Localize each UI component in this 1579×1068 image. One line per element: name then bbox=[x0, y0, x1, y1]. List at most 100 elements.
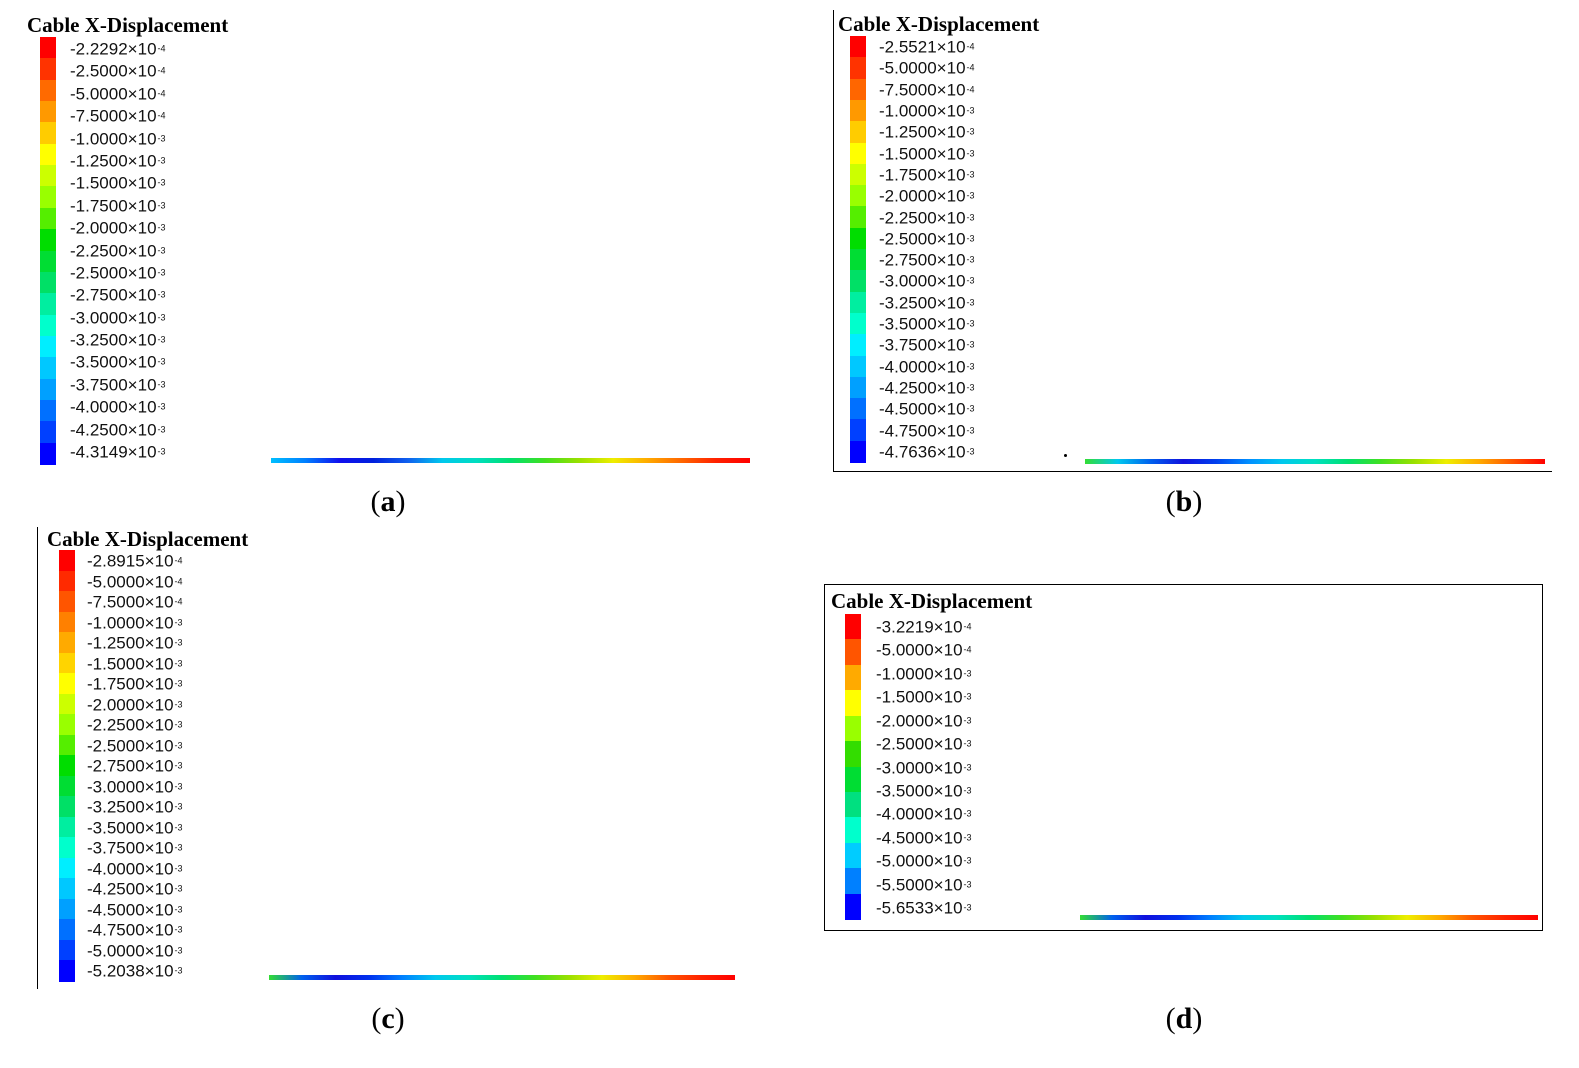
label-mantissa: -1.5000 bbox=[70, 173, 128, 193]
times-sign: × bbox=[933, 781, 944, 801]
colorbar-swatch bbox=[59, 714, 75, 736]
label-base: 10 bbox=[137, 173, 157, 193]
colorbar-label: -2.5000×10-3 bbox=[879, 230, 975, 247]
times-sign: × bbox=[144, 695, 155, 714]
label-base: 10 bbox=[943, 617, 963, 637]
label-exponent: -4 bbox=[966, 62, 975, 73]
label-exponent: -3 bbox=[174, 678, 183, 689]
label-mantissa: -4.2500 bbox=[70, 420, 128, 440]
label-base: 10 bbox=[943, 758, 963, 777]
colorbar-label: -5.6533×10-3 bbox=[876, 900, 972, 917]
label-exponent: -3 bbox=[174, 781, 183, 791]
colorbar-swatch bbox=[845, 664, 861, 692]
times-sign: × bbox=[127, 330, 138, 350]
label-base: 10 bbox=[154, 715, 174, 735]
label-mantissa: -4.0000 bbox=[70, 397, 128, 417]
colorbar-label: -4.5000×10-3 bbox=[87, 901, 183, 918]
label-exponent: -3 bbox=[966, 446, 975, 457]
colorbar-swatch bbox=[850, 185, 866, 208]
label-exponent: -3 bbox=[963, 691, 972, 702]
label-base: 10 bbox=[946, 442, 966, 462]
colorbar-swatch bbox=[59, 755, 75, 778]
times-sign: × bbox=[127, 308, 138, 328]
label-exponent: -3 bbox=[963, 668, 972, 679]
label-mantissa: -2.5521 bbox=[879, 37, 937, 57]
colorbar-label: -2.5000×10-3 bbox=[87, 737, 183, 754]
label-mantissa: -1.0000 bbox=[70, 129, 128, 149]
label-base: 10 bbox=[154, 551, 174, 571]
colorbar-label: -3.5000×10-3 bbox=[876, 782, 972, 799]
label-base: 10 bbox=[943, 828, 963, 848]
label-mantissa: -5.2038 bbox=[87, 961, 145, 981]
colorbar-label: -2.5000×10-3 bbox=[876, 736, 972, 753]
label-base: 10 bbox=[154, 756, 174, 776]
legend-title: Cable X-Displacement bbox=[838, 12, 1040, 36]
times-sign: × bbox=[144, 859, 155, 878]
label-mantissa: -2.8915 bbox=[87, 551, 145, 571]
label-mantissa: -3.5000 bbox=[876, 781, 934, 801]
label-exponent: -3 bbox=[174, 719, 183, 730]
label-base: 10 bbox=[943, 781, 963, 801]
times-sign: × bbox=[933, 828, 944, 848]
colorbar-label: -2.7500×10-3 bbox=[879, 252, 975, 269]
label-mantissa: -2.2292 bbox=[70, 39, 128, 59]
label-exponent: -3 bbox=[174, 863, 183, 873]
times-sign: × bbox=[127, 375, 138, 395]
times-sign: × bbox=[144, 961, 155, 981]
label-base: 10 bbox=[943, 875, 963, 895]
colorbar-label: -1.0000×10-3 bbox=[70, 130, 166, 147]
colorbar-swatch bbox=[850, 249, 866, 272]
label-exponent: -4 bbox=[157, 88, 166, 99]
label-mantissa: -5.0000 bbox=[87, 572, 145, 591]
label-mantissa: -3.0000 bbox=[70, 308, 128, 328]
times-sign: × bbox=[144, 941, 155, 960]
label-base: 10 bbox=[137, 330, 157, 350]
frame-left-border bbox=[824, 584, 825, 931]
colorbar-swatch bbox=[850, 334, 866, 357]
colorbar-label: -1.2500×10-3 bbox=[87, 635, 183, 652]
colorbar-swatch bbox=[59, 591, 75, 613]
label-base: 10 bbox=[137, 308, 157, 328]
label-mantissa: -4.5000 bbox=[876, 828, 934, 848]
label-exponent: -3 bbox=[157, 200, 166, 211]
colorbar-swatch bbox=[59, 632, 75, 654]
colorbar-label: -2.2500×10-3 bbox=[879, 209, 975, 226]
label-mantissa: -3.0000 bbox=[876, 758, 934, 777]
colorbar-swatch bbox=[40, 335, 56, 359]
times-sign: × bbox=[936, 378, 947, 398]
colorbar-swatch bbox=[40, 271, 56, 295]
label-mantissa: -5.5000 bbox=[876, 875, 934, 895]
colorbar-swatch bbox=[845, 614, 861, 641]
label-mantissa: -4.0000 bbox=[876, 804, 934, 824]
colorbar-label: -7.5000×10-4 bbox=[879, 81, 975, 98]
cable-line bbox=[1085, 459, 1545, 464]
colorbar-label: -1.5000×10-3 bbox=[70, 175, 166, 192]
colorbar-swatch bbox=[59, 898, 75, 921]
colorbar-label: -1.0000×10-3 bbox=[879, 102, 975, 119]
label-base: 10 bbox=[154, 920, 174, 940]
colorbar-label: -4.7636×10-3 bbox=[879, 444, 975, 461]
colorbar-swatch bbox=[845, 766, 861, 793]
cable-line bbox=[1080, 915, 1538, 920]
label-exponent: -3 bbox=[157, 267, 166, 278]
colorbar-label: -3.2500×10-3 bbox=[70, 332, 166, 349]
colorbar-swatch bbox=[59, 960, 75, 983]
times-sign: × bbox=[127, 397, 138, 417]
times-sign: × bbox=[936, 122, 947, 142]
label-mantissa: -5.0000 bbox=[879, 58, 937, 78]
label-mantissa: -2.0000 bbox=[87, 695, 145, 714]
label-base: 10 bbox=[154, 592, 174, 612]
label-base: 10 bbox=[946, 357, 966, 377]
times-sign: × bbox=[933, 898, 944, 918]
label-base: 10 bbox=[154, 900, 174, 919]
colorbar-label: -4.5000×10-3 bbox=[879, 401, 975, 418]
label-exponent: -3 bbox=[966, 382, 975, 393]
label-base: 10 bbox=[946, 144, 966, 164]
label-exponent: -4 bbox=[963, 621, 972, 632]
times-sign: × bbox=[936, 250, 947, 270]
colorbar-swatch bbox=[850, 355, 866, 379]
label-exponent: -3 bbox=[174, 945, 183, 955]
times-sign: × bbox=[127, 106, 138, 126]
colorbar-label: -3.5000×10-3 bbox=[70, 354, 166, 371]
label-mantissa: -3.2500 bbox=[87, 797, 145, 817]
